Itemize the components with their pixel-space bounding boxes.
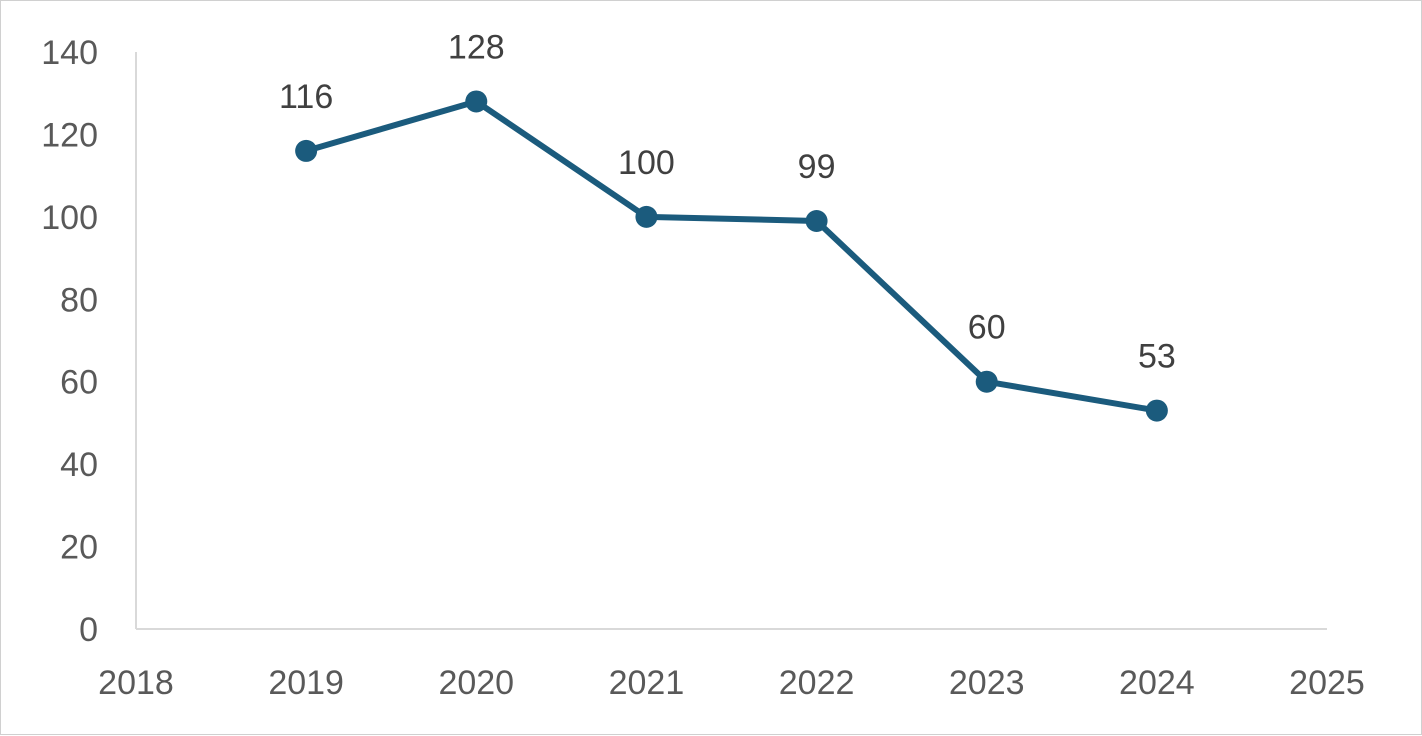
y-tick-labels: 0 20 40 60 80 100 120 140 xyxy=(41,34,98,649)
y-tick-label: 120 xyxy=(41,116,98,154)
data-point xyxy=(635,205,658,228)
y-tick-label: 60 xyxy=(60,364,98,402)
y-tick-label: 40 xyxy=(60,446,98,484)
x-tick-label: 2021 xyxy=(609,664,685,702)
data-point xyxy=(295,139,318,162)
data-label: 60 xyxy=(968,309,1006,347)
series-line xyxy=(303,98,1160,414)
data-label: 100 xyxy=(618,144,675,182)
data-point xyxy=(805,209,828,232)
data-point xyxy=(465,90,488,113)
data-label: 128 xyxy=(448,28,505,66)
data-label: 99 xyxy=(798,148,836,186)
data-labels: 116 128 100 99 60 53 xyxy=(279,28,1176,375)
x-tick-label: 2019 xyxy=(268,664,344,702)
axes xyxy=(135,52,1327,630)
x-tick-label: 2020 xyxy=(438,664,514,702)
y-tick-label: 80 xyxy=(60,281,98,319)
x-tick-label: 2023 xyxy=(949,664,1025,702)
x-tick-label: 2024 xyxy=(1119,664,1195,702)
data-point xyxy=(975,370,998,393)
series-group xyxy=(295,90,1168,422)
y-tick-label: 100 xyxy=(41,199,98,237)
x-tick-labels: 2018 2019 2020 2021 2022 2023 2024 2025 xyxy=(98,664,1365,702)
x-tick-label: 2025 xyxy=(1289,664,1365,702)
y-tick-label: 140 xyxy=(41,34,98,72)
x-tick-label: 2022 xyxy=(779,664,855,702)
data-label: 116 xyxy=(279,78,333,116)
data-point xyxy=(1145,399,1168,422)
y-tick-label: 20 xyxy=(60,529,98,567)
x-tick-label: 2018 xyxy=(98,664,174,702)
data-label: 53 xyxy=(1138,338,1176,376)
y-tick-label: 0 xyxy=(79,611,98,649)
